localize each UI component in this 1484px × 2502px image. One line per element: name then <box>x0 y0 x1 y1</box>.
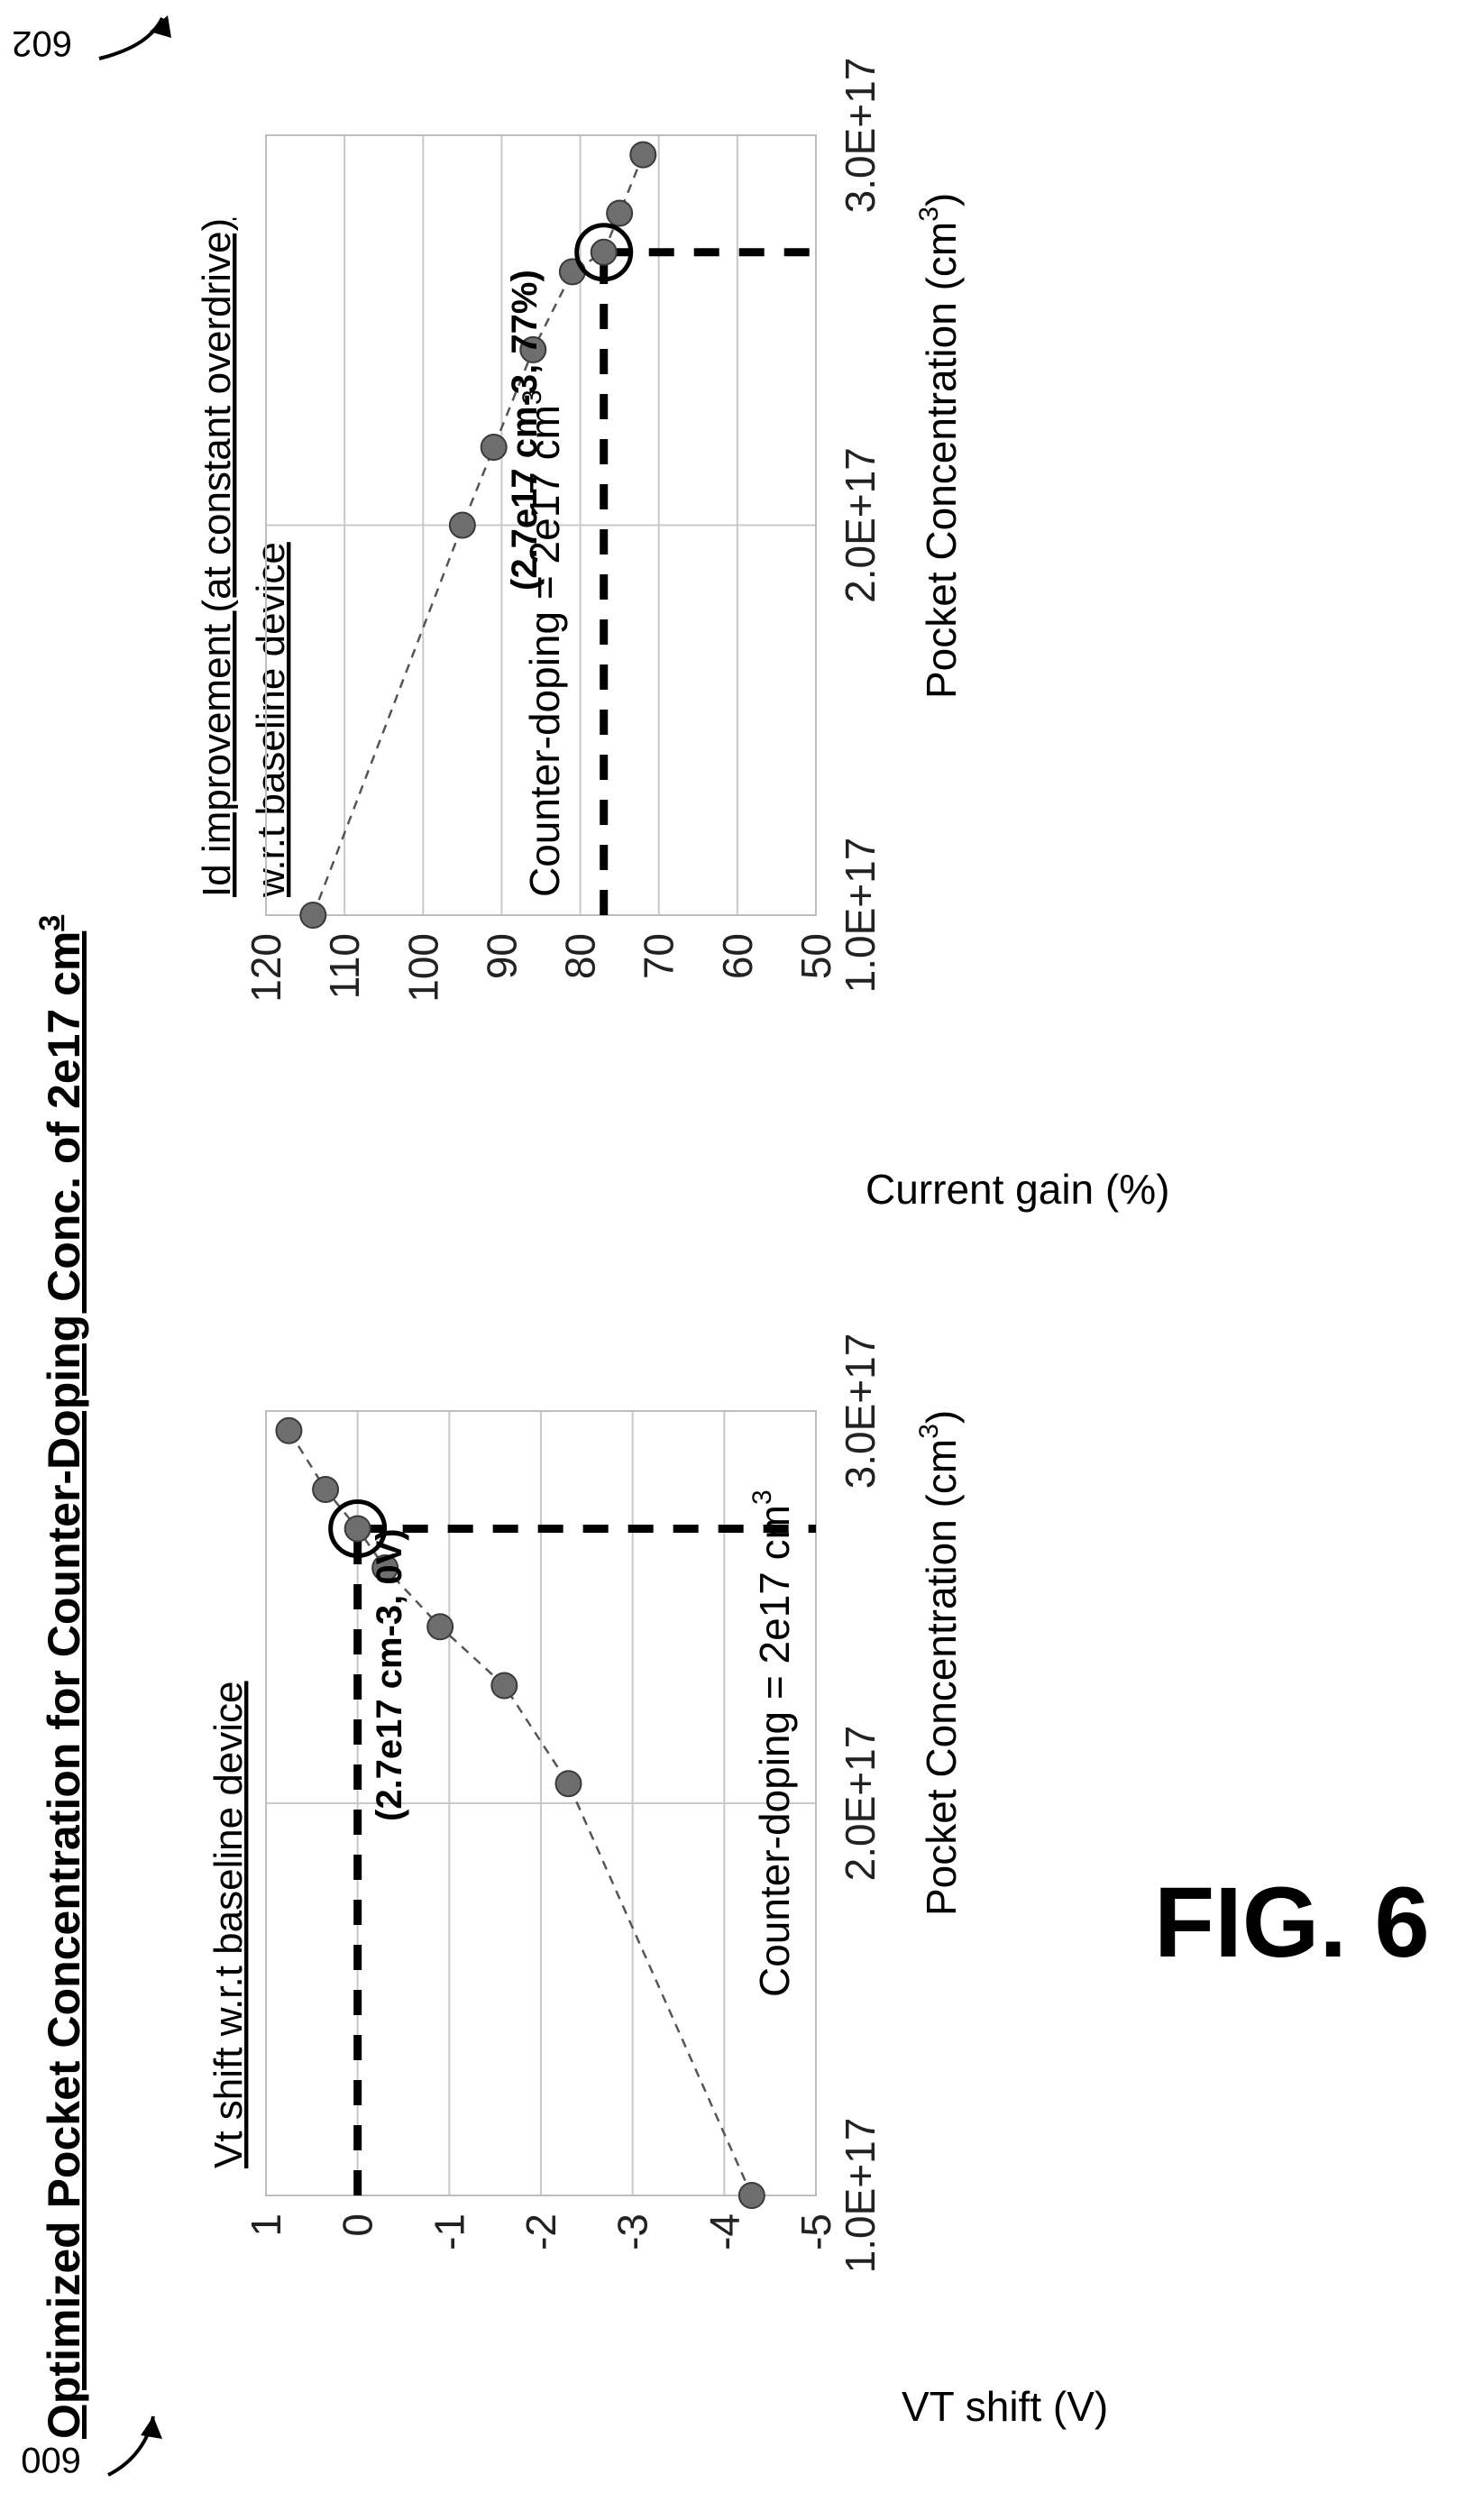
vt-y-axis-label: VT shift (V) <box>902 2383 1108 2430</box>
gain-callout: (2.7e17 cm-3, 77%) <box>505 270 545 591</box>
gain-annotation: Counter-doping = 2e17 cm3 <box>518 390 568 897</box>
figure-label: FIG. 6 <box>1154 1867 1430 1978</box>
vt-data-point <box>344 1515 371 1543</box>
vt-data-point <box>490 1672 518 1700</box>
vt-x-tick-label: 2.0E+17 <box>837 1726 884 1882</box>
vt-y-tick-label: -5 <box>792 2213 839 2250</box>
vt-x-tick-label: 1.0E+17 <box>837 2118 884 2274</box>
vt-data-point <box>737 2182 765 2209</box>
gain-x-axis-label: Pocket Concentration (cm3) <box>914 193 965 699</box>
gain-y-tick-label: 70 <box>636 933 682 979</box>
gain-data-point <box>448 511 476 539</box>
ref-600-arrow-icon <box>107 2415 155 2477</box>
vt-y-tick-label: 0 <box>334 2213 381 2237</box>
ref-602-arrowhead-icon <box>150 15 171 38</box>
vt-x-axis-label: Pocket Concentration (cm3) <box>914 1410 965 1916</box>
vt-annotation: Counter-doping = 2e17 cm3 <box>747 1489 798 1997</box>
gain-y-tick-label: 110 <box>321 933 368 999</box>
vt-y-tick-label: 1 <box>243 2213 289 2237</box>
vt-y-tick-label: -2 <box>518 2213 564 2250</box>
gain-chart-title: Id improvement (at constant overdrive) <box>195 218 239 897</box>
vt-y-tick-label: -3 <box>609 2213 656 2250</box>
gain-data-point <box>480 434 508 461</box>
gain-data-point <box>606 199 634 227</box>
gain-y-tick-label: 100 <box>399 933 446 1003</box>
gain-y-tick-label: 50 <box>792 933 839 979</box>
figure-title: Optimized Pocket Concentration for Count… <box>33 915 89 2439</box>
gain-x-tick-label: 1.0E+17 <box>837 838 884 994</box>
vt-data-point <box>426 1613 454 1641</box>
vt-y-tick-label: -1 <box>426 2213 472 2250</box>
vt-data-point <box>371 1554 399 1581</box>
gain-y-tick-label: 90 <box>478 933 525 979</box>
gain-data-point <box>299 902 327 929</box>
vt-data-point <box>275 1416 303 1444</box>
ref-602: 602 <box>12 23 72 63</box>
vt-shift-chart: Vt shift w.r.t baseline device VT shift … <box>206 1333 1108 2430</box>
vt-callout: (2.7e17 cm-3, 0V) <box>370 1528 409 1821</box>
gain-x-tick-label: 3.0E+17 <box>837 58 884 214</box>
vt-y-tick-label: -4 <box>701 2213 747 2250</box>
gain-plot-frame <box>265 134 817 916</box>
ref-600-arrowhead-icon <box>141 2416 162 2439</box>
gain-y-tick-label: 120 <box>243 933 289 1003</box>
current-gain-chart: Id improvement (at constant overdrive) w… <box>195 58 1169 1213</box>
gain-trend-line <box>312 154 645 916</box>
vt-highlight-ring <box>328 1499 388 1558</box>
gain-data-point <box>629 141 657 169</box>
gain-data-point <box>590 238 618 266</box>
gain-y-tick-label: 60 <box>714 933 761 979</box>
vt-chart-title: Vt shift w.r.t baseline device <box>206 1681 251 2168</box>
gain-data-point <box>519 335 547 363</box>
ref-602-arrow-icon <box>98 17 164 60</box>
gain-highlight-ring <box>574 223 634 282</box>
vt-x-tick-label: 3.0E+17 <box>837 1333 884 1489</box>
vt-plot-frame <box>265 1410 817 2196</box>
gain-y-axis-label: Current gain (%) <box>866 1166 1169 1213</box>
vt-data-point <box>554 1770 582 1798</box>
vt-data-point <box>312 1476 340 1503</box>
gain-chart-title-line2: w.r.t baseline device <box>249 542 293 898</box>
gain-x-tick-label: 2.0E+17 <box>837 447 884 603</box>
ref-600: 600 <box>21 2440 81 2479</box>
gain-y-tick-label: 80 <box>557 933 604 979</box>
